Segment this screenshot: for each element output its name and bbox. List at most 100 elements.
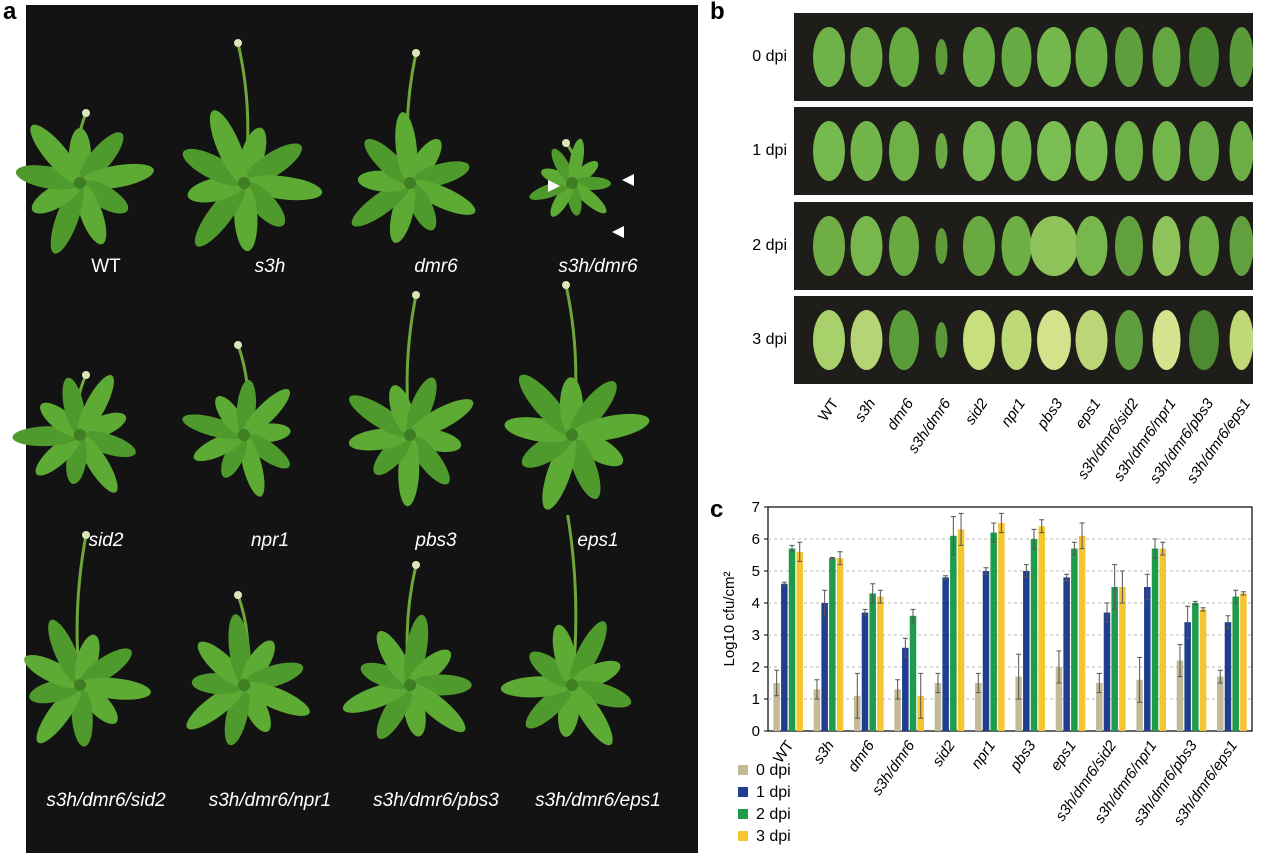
- plant-label-2: s3h: [254, 256, 286, 277]
- legend-label-2: 2 dpi: [756, 806, 791, 823]
- bar-1-0: [781, 583, 788, 731]
- leaf-genotype-label-5: sid2: [962, 395, 992, 428]
- y-tick-label-2: 2: [752, 659, 760, 676]
- bar-0-4: [934, 683, 942, 731]
- bar-2-8: [1111, 587, 1118, 731]
- plant-label-11: s3h/dmr6/pbs3: [373, 790, 499, 811]
- leaf-row-2: [794, 202, 1254, 290]
- bar-3-6: [1038, 526, 1045, 731]
- bar-2-0: [788, 548, 796, 731]
- bar-2-9: [1151, 548, 1159, 731]
- plant-label-10: s3h/dmr6/npr1: [208, 790, 332, 811]
- error-bar-1-1: [822, 589, 828, 617]
- error-bar-2-7: [1071, 541, 1077, 556]
- bar-0-10: [1176, 660, 1184, 731]
- plant-rosette-3: [351, 49, 476, 244]
- bar-3-7: [1078, 535, 1086, 731]
- y-axis-label: Log10 cfu/cm²: [721, 571, 738, 666]
- bar-2-1: [829, 558, 836, 731]
- bar-1-8: [1103, 612, 1111, 731]
- legend-label-3: 3 dpi: [756, 828, 791, 845]
- error-bar-0-7: [1056, 650, 1062, 684]
- x-category-label-5: sid2: [929, 737, 959, 770]
- dpi-row-label-0: 0 dpi: [752, 48, 787, 65]
- plant-label-5: sid2: [88, 530, 124, 551]
- error-bar-2-2: [870, 583, 876, 604]
- panel-letter-c: c: [710, 496, 724, 523]
- legend-swatch-1: [738, 787, 748, 797]
- plant-rosette-6: [182, 341, 291, 497]
- leaf-genotype-label-1: WT: [814, 395, 842, 425]
- error-bar-3-1: [837, 551, 843, 566]
- x-category-label-6: npr1: [968, 738, 999, 772]
- leaf-row-0: [794, 13, 1254, 101]
- dpi-row-label-3: 3 dpi: [752, 331, 787, 348]
- bar-0-9: [1136, 679, 1143, 731]
- plant-rosette-4: [529, 138, 611, 217]
- error-bar-2-10: [1192, 600, 1198, 606]
- y-tick-label-6: 6: [752, 531, 760, 548]
- error-bar-0-2: [854, 672, 860, 719]
- legend-item-3: 3 dpi: [738, 828, 791, 846]
- bar-1-10: [1184, 622, 1191, 731]
- error-bar-1-2: [862, 608, 868, 617]
- leaf-row-1: [794, 107, 1254, 195]
- legend-swatch-2: [738, 809, 748, 819]
- error-bar-2-6: [1031, 528, 1037, 550]
- error-bar-0-4: [935, 672, 941, 694]
- error-bar-0-9: [1137, 656, 1143, 703]
- leaf-genotype-label-8: eps1: [1071, 395, 1105, 433]
- error-bar-3-10: [1200, 607, 1206, 612]
- plant-label-12: s3h/dmr6/eps1: [535, 790, 661, 811]
- y-tick-label-5: 5: [752, 563, 760, 580]
- plant-rosette-1: [15, 109, 154, 254]
- y-tick-label-3: 3: [752, 627, 760, 644]
- bar-3-11: [1240, 593, 1247, 731]
- plant-label-6: npr1: [250, 530, 290, 551]
- bar-2-2: [869, 593, 876, 731]
- y-tick-label-4: 4: [752, 595, 760, 612]
- legend-swatch-3: [738, 831, 748, 841]
- bar-1-1: [821, 603, 828, 731]
- bar-1-4: [942, 577, 949, 731]
- error-bar-0-5: [975, 672, 981, 694]
- bar-1-9: [1144, 587, 1151, 731]
- bar-0-5: [975, 683, 982, 731]
- bar-1-3: [902, 647, 909, 731]
- bar-2-10: [1192, 603, 1199, 731]
- bar-3-0: [796, 551, 803, 731]
- error-bar-3-4: [958, 512, 964, 546]
- error-bar-0-3: [895, 679, 901, 700]
- bar-0-7: [1055, 667, 1063, 731]
- error-bar-3-2: [877, 589, 883, 604]
- plant-rosette-10: [186, 591, 310, 746]
- legend-item-1: 1 dpi: [738, 784, 791, 802]
- error-bar-0-10: [1177, 644, 1183, 678]
- arrowhead-marker-2: [622, 174, 634, 186]
- error-bar-3-6: [1039, 519, 1045, 534]
- error-bar-2-9: [1152, 538, 1158, 559]
- plant-label-9: s3h/dmr6/sid2: [46, 790, 166, 811]
- bar-0-6: [1015, 676, 1022, 731]
- plant-label-7: pbs3: [415, 530, 457, 551]
- bar-3-2: [877, 596, 884, 731]
- bar-3-5: [998, 523, 1005, 731]
- plant-rosette-9: [24, 531, 151, 747]
- y-tick-label-0: 0: [752, 723, 760, 740]
- plant-label-8: eps1: [577, 530, 619, 551]
- bar-3-4: [957, 529, 965, 731]
- leaf-genotype-label-7: pbs3: [1034, 395, 1067, 433]
- bar-3-1: [836, 558, 844, 731]
- error-bar-1-0: [781, 581, 787, 586]
- legend-label-1: 1 dpi: [756, 784, 791, 801]
- plant-rosette-8: [504, 281, 650, 510]
- bar-2-5: [990, 532, 997, 731]
- error-bar-0-1: [814, 679, 820, 700]
- bar-0-11: [1217, 676, 1224, 731]
- legend-label-0: 0 dpi: [756, 762, 791, 779]
- y-tick-label-7: 7: [752, 500, 760, 516]
- bar-2-11: [1232, 596, 1239, 731]
- y-tick-label-1: 1: [752, 691, 760, 708]
- bar-2-7: [1071, 548, 1078, 731]
